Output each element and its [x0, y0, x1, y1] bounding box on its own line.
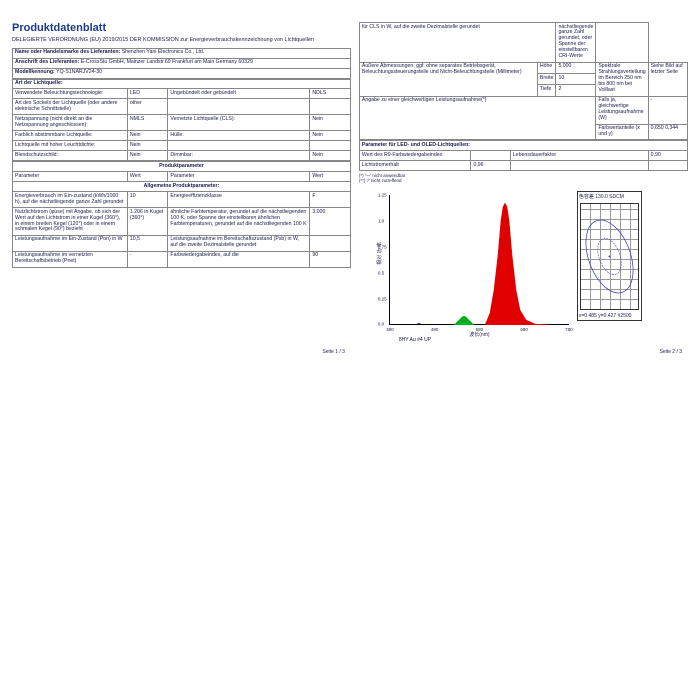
page2-left-table: für CLS in W, auf die zweite Dezimalstel…: [359, 22, 688, 140]
allg-header: Allgemeine Produktparameter:: [13, 182, 351, 192]
table-row: Leistungsaufnahme im Ein-Zustand (Pon) i…: [13, 235, 351, 251]
header-table: Name oder Handelsmarke des Lieferanten: …: [12, 48, 351, 79]
table-row: Verwendete Beleuchtungstechnologie:LEDUn…: [13, 89, 351, 99]
color-diagram-caption: x=0.485 y=0.427 #2500: [578, 312, 641, 320]
page-2-number: Seite 2 / 3: [659, 349, 682, 355]
supplier-row: Name oder Handelsmarke des Lieferanten: …: [13, 48, 351, 58]
spectrum-chart: 1.25 1.0 0.75 0.5 0.25 0.0 380 480 580 6…: [389, 195, 569, 325]
table-row: Energieverbrauch im Ein-zustand (kWh/100…: [13, 192, 351, 208]
y-axis-label: 相对 功 率: [376, 242, 383, 265]
chart-area: 1.25 1.0 0.75 0.5 0.25 0.0 380 480 580 6…: [369, 191, 688, 343]
led-header: Parameter für LED- und OLED-Lichtquellen…: [359, 141, 687, 151]
table-row: Wert des R9-FarbwiedergabeindexLebensdau…: [359, 151, 687, 161]
table-row: Art des Sockels der Lichtquelle (oder an…: [13, 99, 351, 115]
table-row: Netzspannung (nicht direkt an die Netzsp…: [13, 115, 351, 131]
art-header: Art der Lichtquelle:: [13, 79, 351, 89]
page-2: für CLS in W, auf die zweite Dezimalstel…: [357, 20, 690, 345]
prod-params-header: Produktparameter: [13, 162, 351, 172]
table-row: Blendschutzschild:NeinDimmbar:Nein: [13, 151, 351, 161]
spectrum-svg: [390, 195, 570, 325]
subtitle: DELEGIERTE VERORDNUNG (EU) 2019/2015 DER…: [12, 37, 351, 44]
led-table: Parameter für LED- und OLED-Lichtquellen…: [359, 140, 688, 171]
table-row: Farblich abstimmbare Lichtquelle:NeinHül…: [13, 131, 351, 141]
color-diagram-title: 色容差 130.0 SDCM: [578, 192, 641, 201]
table-row: Lichtquelle mit hoher Leuchtdichte:Nein: [13, 141, 351, 151]
x-axis-label: 波长(nm): [469, 331, 489, 338]
table-row: für CLS in W, auf die zweite Dezimalstel…: [359, 23, 687, 63]
table-row: Angabe zu einer gleichwertigen Leistungs…: [359, 96, 687, 124]
page-1: Produktdatenblatt DELEGIERTE VERORDNUNG …: [10, 20, 353, 345]
color-diagram-grid: [580, 203, 639, 310]
footnote-2: (**) '/' nicht zutreffend: [359, 178, 688, 183]
param-header-row: ParameterWertParameterWert: [13, 172, 351, 182]
table-row: Leistungsaufnahme im vernetzten Bereitsc…: [13, 251, 351, 267]
table-row: Nutzlichtstrom (φuse) mit Angabe, ob sic…: [13, 208, 351, 236]
color-diagram: 色容差 130.0 SDCM x=0.485 y=0.427 #2500: [577, 191, 642, 321]
page-title: Produktdatenblatt: [12, 22, 351, 34]
address-row: Anschrift des Lieferanten: E-CrossStu Gm…: [13, 58, 351, 68]
model-row: Modellkennung: YQ-S1NARJV24-30: [13, 68, 351, 78]
params-table: Produktparameter ParameterWertParameterW…: [12, 161, 351, 268]
table-row: Äußere Abmessungen, ggf. ohne separates …: [359, 62, 687, 73]
table-row: Lichtstromerhalt0,96: [359, 161, 687, 171]
page-1-number: Seite 1 / 3: [322, 349, 345, 355]
ellipse-svg: [581, 204, 638, 309]
art-table: Art der Lichtquelle: Verwendete Beleucht…: [12, 79, 351, 162]
